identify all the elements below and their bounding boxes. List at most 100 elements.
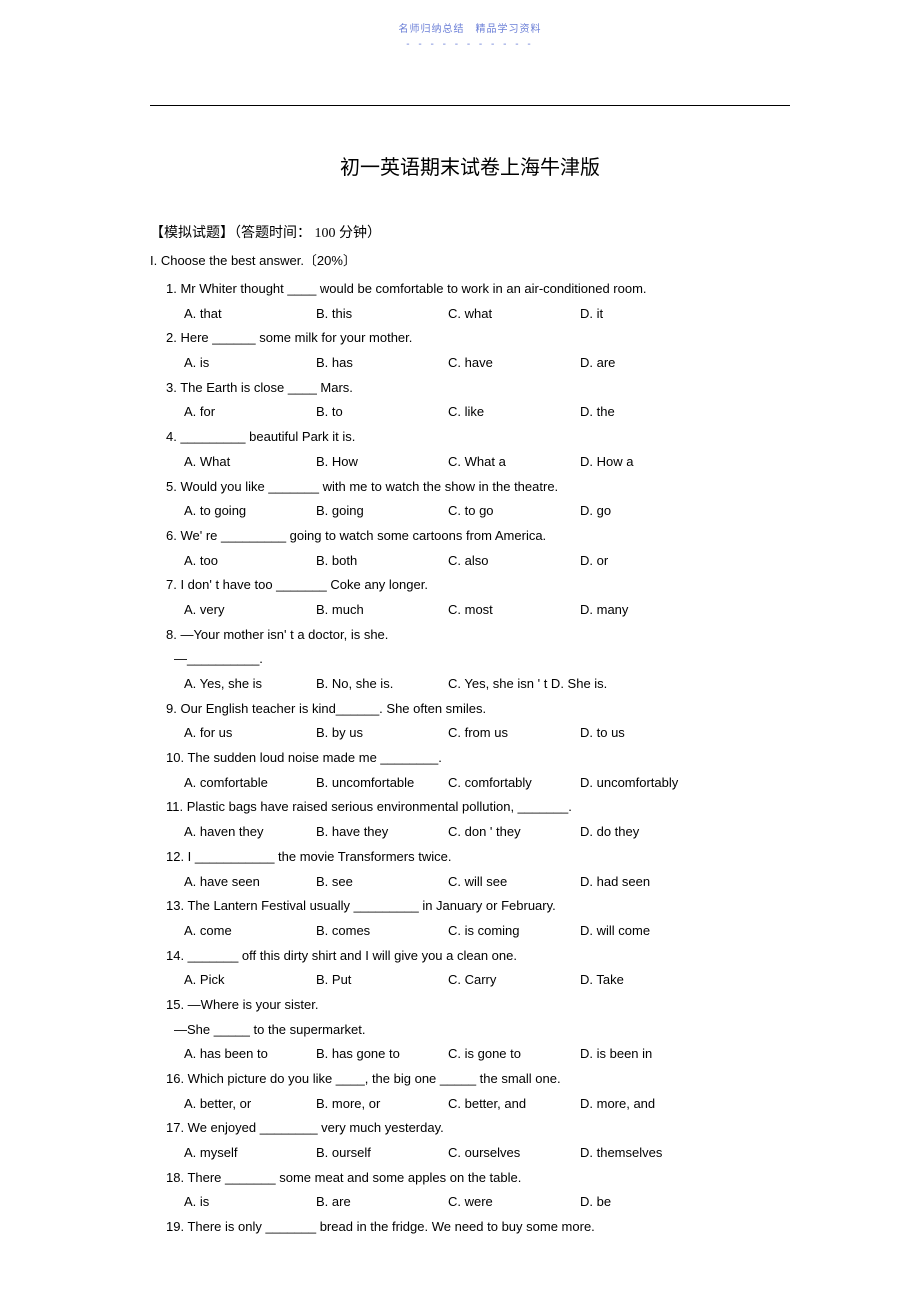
question-options: A. forB. toC. likeD. the	[150, 400, 790, 425]
option: A. What	[184, 450, 316, 475]
question-text: 17. We enjoyed ________ very much yester…	[150, 1116, 790, 1141]
question-text: 11. Plastic bags have raised serious env…	[150, 795, 790, 820]
question-subline: —__________.	[150, 647, 790, 672]
option: C. Yes, she isn ' t D. She is.	[448, 672, 712, 697]
option: C. better, and	[448, 1092, 580, 1117]
question-text: 15. —Where is your sister.	[150, 993, 790, 1018]
option: A. better, or	[184, 1092, 316, 1117]
option: C. to go	[448, 499, 580, 524]
option: D. it	[580, 302, 712, 327]
option: B. comes	[316, 919, 448, 944]
option: A. Yes, she is	[184, 672, 316, 697]
question-options: A. PickB. PutC. CarryD. Take	[150, 968, 790, 993]
exam-subtitle: 【模拟试题】（答题时间： 100 分钟）	[150, 222, 790, 242]
question-text: 14. _______ off this dirty shirt and I w…	[150, 944, 790, 969]
option: C. ourselves	[448, 1141, 580, 1166]
question-options: A. thatB. thisC. whatD. it	[150, 302, 790, 327]
option: D. the	[580, 400, 712, 425]
option: C. What a	[448, 450, 580, 475]
header-label: 名师归纳总结 精品学习资料	[150, 20, 790, 35]
question-text: 7. I don' t have too _______ Coke any lo…	[150, 573, 790, 598]
option: B. have they	[316, 820, 448, 845]
document-page: 名师归纳总结 精品学习资料 - - - - - - - - - - - 初一英语…	[0, 0, 920, 1280]
question-options: A. comeB. comesC. is comingD. will come	[150, 919, 790, 944]
option: D. do they	[580, 820, 712, 845]
option: B. going	[316, 499, 448, 524]
option: B. both	[316, 549, 448, 574]
option: D. many	[580, 598, 712, 623]
questions-container: 1. Mr Whiter thought ____ would be comfo…	[150, 277, 790, 1240]
question-text: 3. The Earth is close ____ Mars.	[150, 376, 790, 401]
option: B. How	[316, 450, 448, 475]
option: D. to us	[580, 721, 712, 746]
question-options: A. better, orB. more, orC. better, andD.…	[150, 1092, 790, 1117]
option: C. have	[448, 351, 580, 376]
question-text: 12. I ___________ the movie Transformers…	[150, 845, 790, 870]
divider-line	[150, 105, 790, 106]
option: D. is been in	[580, 1042, 712, 1067]
option: D. are	[580, 351, 712, 376]
question-options: A. to goingB. goingC. to goD. go	[150, 499, 790, 524]
option: B. to	[316, 400, 448, 425]
question-text: 16. Which picture do you like ____, the …	[150, 1067, 790, 1092]
option: C. Carry	[448, 968, 580, 993]
question-text: 18. There _______ some meat and some app…	[150, 1166, 790, 1191]
option: A. that	[184, 302, 316, 327]
option: B. more, or	[316, 1092, 448, 1117]
question-options: A. isB. hasC. haveD. are	[150, 351, 790, 376]
option: B. this	[316, 302, 448, 327]
option: D. had seen	[580, 870, 712, 895]
option: B. are	[316, 1190, 448, 1215]
option: C. will see	[448, 870, 580, 895]
question-options: A. has been toB. has gone toC. is gone t…	[150, 1042, 790, 1067]
option: A. is	[184, 1190, 316, 1215]
option: C. from us	[448, 721, 580, 746]
question-options: A. Yes, she isB. No, she is.C. Yes, she …	[150, 672, 790, 697]
option: C. is gone to	[448, 1042, 580, 1067]
option: C. is coming	[448, 919, 580, 944]
option: C. were	[448, 1190, 580, 1215]
option: A. very	[184, 598, 316, 623]
option: A. have seen	[184, 870, 316, 895]
option: A. has been to	[184, 1042, 316, 1067]
option: C. what	[448, 302, 580, 327]
option: C. comfortably	[448, 771, 580, 796]
option: A. too	[184, 549, 316, 574]
option: C. like	[448, 400, 580, 425]
question-options: A. tooB. bothC. alsoD. or	[150, 549, 790, 574]
question-options: A. haven theyB. have theyC. don ' theyD.…	[150, 820, 790, 845]
question-text: 4. _________ beautiful Park it is.	[150, 425, 790, 450]
option: A. comfortable	[184, 771, 316, 796]
option: A. Pick	[184, 968, 316, 993]
question-text: 9. Our English teacher is kind______. Sh…	[150, 697, 790, 722]
question-text: 19. There is only _______ bread in the f…	[150, 1215, 790, 1240]
option: A. myself	[184, 1141, 316, 1166]
option: B. see	[316, 870, 448, 895]
option: B. Put	[316, 968, 448, 993]
question-text: 13. The Lantern Festival usually _______…	[150, 894, 790, 919]
question-subline: —She _____ to the supermarket.	[150, 1018, 790, 1043]
option: B. much	[316, 598, 448, 623]
option: D. themselves	[580, 1141, 712, 1166]
question-options: A. have seenB. seeC. will seeD. had seen	[150, 870, 790, 895]
option: B. by us	[316, 721, 448, 746]
question-options: A. isB. areC. wereD. be	[150, 1190, 790, 1215]
question-options: A. veryB. muchC. mostD. many	[150, 598, 790, 623]
question-options: A. myselfB. ourselfC. ourselvesD. themse…	[150, 1141, 790, 1166]
option: B. uncomfortable	[316, 771, 448, 796]
question-text: 6. We' re _________ going to watch some …	[150, 524, 790, 549]
page-title: 初一英语期末试卷上海牛津版	[150, 151, 790, 180]
option: D. go	[580, 499, 712, 524]
option: D. will come	[580, 919, 712, 944]
option: D. Take	[580, 968, 712, 993]
option: B. ourself	[316, 1141, 448, 1166]
question-options: A. for usB. by usC. from usD. to us	[150, 721, 790, 746]
question-text: 8. —Your mother isn' t a doctor, is she.	[150, 623, 790, 648]
option: C. most	[448, 598, 580, 623]
header-dashes: - - - - - - - - - - -	[150, 39, 790, 50]
option: D. more, and	[580, 1092, 712, 1117]
option: D. uncomfortably	[580, 771, 712, 796]
question-text: 5. Would you like _______ with me to wat…	[150, 475, 790, 500]
option: B. has	[316, 351, 448, 376]
question-text: 1. Mr Whiter thought ____ would be comfo…	[150, 277, 790, 302]
